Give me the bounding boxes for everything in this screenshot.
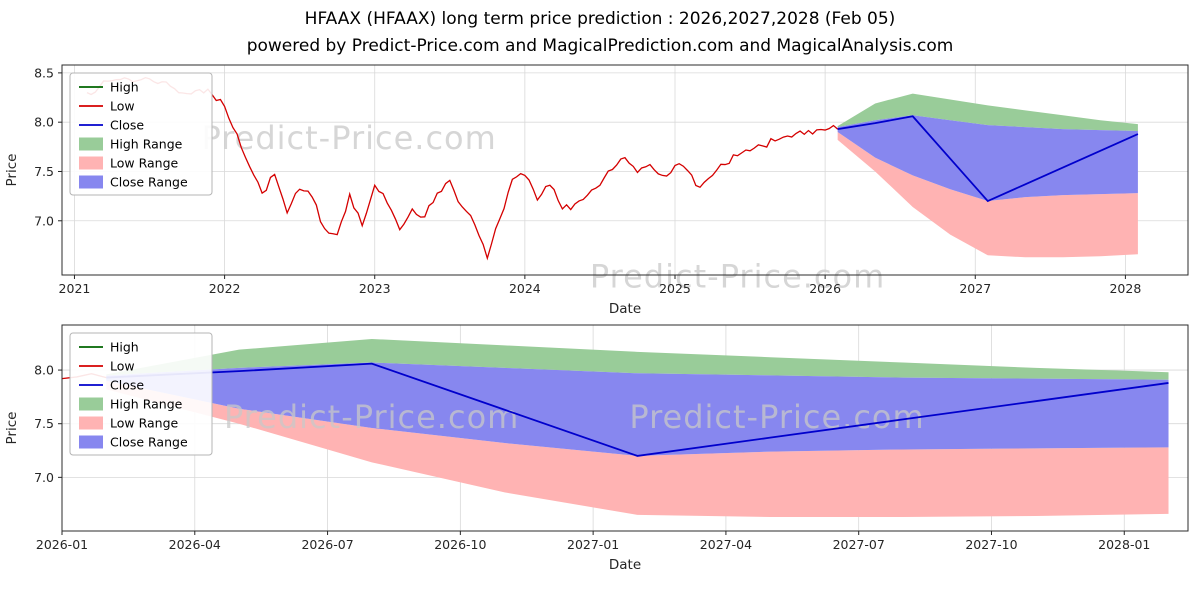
- y-tick-label: 7.0: [34, 213, 54, 228]
- axis-ticks: 2021 2022 2023 2024 2025 2026 2027 2028 7.0 7.5 8.…: [34, 65, 1141, 296]
- y-axis-label: Price: [4, 154, 20, 187]
- legend-swatch-low-range: [79, 416, 103, 430]
- prediction-zoom-panel: Predict-Price.com Predict-Price.com 2026…: [4, 324, 1189, 573]
- legend-label-close-range: Close Range: [110, 175, 188, 190]
- prediction-bands: [837, 93, 1138, 258]
- high-range-area: [837, 93, 1138, 132]
- y-axis-label: Price: [4, 412, 20, 445]
- x-tick-label: 2027: [959, 281, 991, 296]
- legend-box: [69, 72, 213, 196]
- x-tick-label: 2024: [509, 281, 541, 296]
- legend-label-close-range: Close Range: [110, 435, 188, 450]
- x-tick-label: 2022: [209, 281, 241, 296]
- prediction-close-line: [837, 115, 1139, 203]
- watermark-text: Predict-Price.com: [590, 258, 885, 296]
- x-tick-label: 2026-07: [301, 537, 353, 552]
- y-tick-label: 7.0: [34, 470, 54, 485]
- y-tick-label: 8.0: [34, 363, 54, 378]
- legend-swatch-high-range: [79, 397, 103, 411]
- legend-label-low: Low: [110, 99, 135, 114]
- prediction-close-line: [106, 362, 1169, 457]
- y-tick-label: 7.5: [34, 164, 54, 179]
- x-tick-label: 2027-01: [567, 537, 619, 552]
- watermark-text: Predict-Price.com: [201, 119, 496, 157]
- high-range-area: [106, 338, 1169, 380]
- x-tick-label: 2026: [809, 281, 841, 296]
- price-history-panel: Predict-Price.com Predict-Price.com 2021…: [4, 64, 1189, 315]
- x-tick-label: 2028-01: [1098, 537, 1150, 552]
- chart-subtitle: powered by Predict-Price.com and Magical…: [246, 36, 954, 56]
- x-tick-label: 2025: [659, 281, 691, 296]
- legend-label-high-range: High Range: [110, 397, 183, 412]
- watermark-text: Predict-Price.com: [224, 398, 519, 436]
- legend-label-low-range: Low Range: [110, 416, 179, 431]
- legend: High Low Close High Range Low Range Close Ran…: [69, 332, 213, 456]
- watermark-text: Predict-Price.com: [629, 398, 924, 436]
- legend-label-low: Low: [110, 359, 135, 374]
- legend-label-high: High: [110, 80, 139, 95]
- legend-swatch-close-range: [79, 435, 103, 449]
- y-tick-label: 7.5: [34, 416, 54, 431]
- legend-swatch-high-range: [79, 137, 103, 151]
- plot-frame: [61, 64, 1189, 276]
- x-tick-label: 2027-07: [833, 537, 885, 552]
- low-range-area: [106, 380, 1169, 518]
- legend-label-close: Close: [110, 378, 144, 393]
- chart-title: HFAAX (HFAAX) long term price prediction…: [304, 9, 896, 29]
- x-tick-label: 2027-04: [700, 537, 752, 552]
- plot-frame: [61, 324, 1189, 532]
- y-tick-label: 8.0: [34, 115, 54, 130]
- legend-label-close: Close: [110, 118, 144, 133]
- legend-box: [69, 332, 213, 456]
- x-tick-label: 2021: [59, 281, 91, 296]
- y-tick-label: 8.5: [34, 65, 54, 80]
- x-tick-label: 2026-04: [169, 537, 221, 552]
- legend-label-low-range: Low Range: [110, 156, 179, 171]
- x-tick-label: 2028: [1109, 281, 1141, 296]
- x-axis-label: Date: [609, 557, 641, 573]
- x-tick-label: 2023: [359, 281, 391, 296]
- prediction-bands: [106, 338, 1169, 518]
- series-lines: [62, 362, 1169, 457]
- x-tick-label: 2026-10: [434, 537, 486, 552]
- close-range-area: [837, 115, 1138, 202]
- low-range-area: [837, 132, 1138, 258]
- legend-label-high-range: High Range: [110, 137, 183, 152]
- x-tick-label: 2026-01: [36, 537, 88, 552]
- axis-ticks: 2026-01 2026-04 2026-07 2026-10 2027-01 2027-…: [34, 363, 1150, 552]
- legend-label-high: High: [110, 340, 139, 355]
- legend-swatch-close-range: [79, 175, 103, 189]
- x-axis-label: Date: [609, 301, 641, 315]
- close-range-area: [106, 362, 1169, 456]
- legend: High Low Close High Range Low Range Close Ran…: [69, 72, 213, 196]
- legend-swatch-low-range: [79, 156, 103, 170]
- x-tick-label: 2027-10: [965, 537, 1017, 552]
